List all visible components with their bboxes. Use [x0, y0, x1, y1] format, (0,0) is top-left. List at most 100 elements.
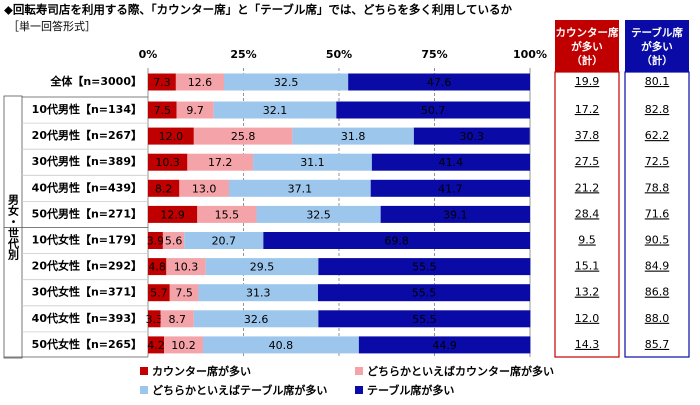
value-label: 25.8 [231, 130, 256, 143]
value-label: 15.5 [215, 208, 240, 221]
summary-value: 82.8 [645, 103, 670, 116]
value-label: 41.7 [438, 182, 463, 195]
value-label: 7.5 [154, 104, 172, 117]
summary-header-text: が多い [641, 40, 673, 53]
bar-segment [193, 127, 293, 145]
summary-value: 86.8 [645, 286, 670, 299]
value-label: 30.3 [459, 130, 484, 143]
bar-segment [179, 179, 229, 197]
summary-header-text: が多い [571, 40, 603, 53]
x-tick-label: 50% [326, 48, 352, 61]
x-tick-label: 75% [421, 48, 447, 61]
legend-label: どちらかといえばテーブル席が多い [152, 383, 327, 397]
value-label: 7.3 [153, 76, 171, 89]
summary-box [554, 71, 620, 358]
value-label: 44.9 [432, 339, 457, 352]
legend-swatch [355, 367, 363, 375]
summary-box [624, 71, 690, 358]
bar-segment [148, 73, 176, 91]
x-tick-label: 25% [230, 48, 256, 61]
bar-segment [197, 205, 257, 223]
bar-segment [256, 205, 381, 223]
value-label: 31.3 [246, 287, 271, 300]
value-label: 4.8 [148, 261, 166, 274]
bar-segment [164, 336, 204, 354]
y-tick-label: 20代男性【n=267】 [32, 128, 142, 142]
y-tick-label: 50代女性【n=265】 [32, 337, 142, 351]
x-tick-label: 100% [513, 48, 547, 61]
value-label: 29.5 [250, 261, 275, 274]
chart-subtitle: ［単一回答形式］ [8, 19, 96, 33]
bar-segment [317, 284, 530, 302]
value-label: 5.7 [150, 287, 168, 300]
summary-value: 90.5 [645, 234, 670, 247]
bar-segment [336, 101, 530, 119]
value-label: 40.8 [269, 339, 294, 352]
summary-header-text: テーブル席 [631, 26, 683, 39]
bar-segment [187, 153, 254, 171]
bar-segment [148, 127, 194, 145]
value-label: 32.5 [274, 76, 299, 89]
bar-segment [292, 127, 414, 145]
value-label: 8.2 [155, 182, 173, 195]
bar-segment [148, 336, 165, 354]
value-label: 20.7 [212, 235, 237, 248]
legend-label: どちらかといえばカウンター席が多い [367, 364, 554, 378]
summary-value: 9.5 [578, 234, 596, 247]
value-label: 7.5 [175, 287, 193, 300]
bar-segment [318, 258, 531, 276]
value-label: 32.1 [263, 104, 288, 117]
legend-swatch [355, 386, 363, 394]
legend-swatch [140, 367, 148, 375]
y-tick-label: 40代女性【n=393】 [32, 311, 142, 325]
summary-value: 13.2 [575, 286, 600, 299]
bar-segment [203, 336, 359, 354]
chart-title: ◆回転寿司店を利用する際、「カウンター席」と「テーブル席」では、どちらを多く利用… [4, 3, 513, 17]
bar-segment [224, 73, 349, 91]
summary-value: 12.0 [575, 312, 600, 325]
bar-segment [263, 232, 530, 249]
bar-segment [160, 310, 194, 328]
legend-label: カウンター席が多い [152, 364, 251, 378]
bar-segment [198, 284, 318, 302]
bar-segment [148, 310, 161, 328]
summary-value: 80.1 [645, 75, 670, 88]
summary-value: 15.1 [575, 260, 600, 273]
y-tick-label: 40代男性【n=439】 [32, 180, 142, 194]
value-label: 50.7 [421, 104, 446, 117]
value-label: 12.0 [159, 130, 184, 143]
summary-value: 19.9 [575, 75, 600, 88]
summary-value: 27.5 [575, 155, 600, 168]
summary-value: 88.0 [645, 312, 670, 325]
bar-segment [148, 258, 167, 276]
value-label: 9.7 [186, 104, 204, 117]
value-label: 17.2 [208, 156, 233, 169]
bar-segment [148, 101, 177, 119]
y-tick-label: 10代女性【n=179】 [32, 233, 142, 247]
value-label: 55.5 [412, 287, 437, 300]
summary-value: 85.7 [645, 338, 670, 351]
value-label: 32.5 [306, 208, 331, 221]
summary-header-text: （計） [571, 54, 603, 67]
bar-segment [370, 179, 530, 197]
bar-segment [380, 205, 530, 223]
summary-value: 28.4 [575, 207, 600, 220]
value-label: 31.1 [300, 156, 325, 169]
value-label: 10.3 [155, 156, 180, 169]
summary-value: 37.8 [575, 129, 600, 142]
bar-segment [184, 232, 264, 249]
summary-header-text: （計） [641, 54, 673, 67]
summary-value: 17.2 [575, 103, 600, 116]
y-tick-label: 30代女性【n=371】 [32, 285, 142, 299]
bar-segment [175, 73, 225, 91]
summary-value: 14.3 [575, 338, 600, 351]
summary-value: 21.2 [575, 181, 600, 194]
value-label: 55.5 [412, 313, 437, 326]
bar-segment [371, 153, 530, 171]
value-label: 69.8 [384, 235, 409, 248]
bar-segment [176, 101, 214, 119]
summary-value: 84.9 [645, 260, 670, 273]
y-tick-label: 10代男性【n=134】 [32, 102, 142, 116]
summary-value: 62.2 [645, 129, 670, 142]
